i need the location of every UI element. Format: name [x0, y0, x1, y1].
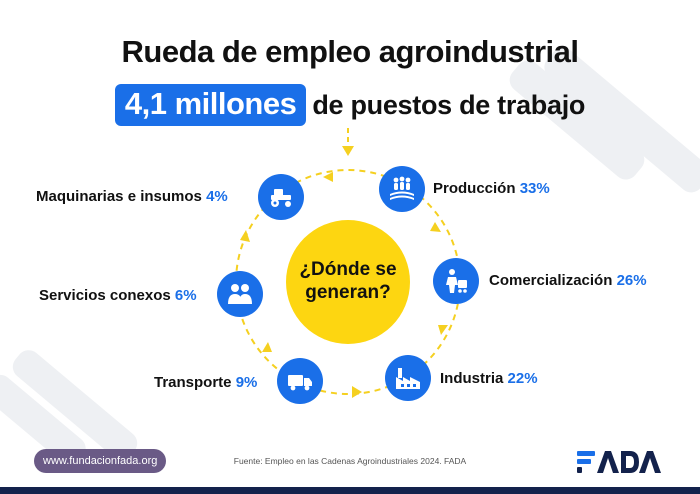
ring-arrow [240, 230, 250, 242]
center-question: ¿Dónde se generan? [286, 220, 410, 344]
page-title: Rueda de empleo agroindustrial [121, 34, 579, 69]
subtitle: 4,1 millones de puestos de trabajo [0, 84, 700, 126]
ring-arrow [323, 172, 333, 182]
bottom-bar [0, 487, 700, 494]
sector-label-servicios: Servicios conexos 6% [39, 287, 197, 304]
sector-label-industria: Industria 22% [440, 370, 538, 387]
tractor-icon [258, 174, 304, 220]
sector-label-comercializacion: Comercialización 26% [489, 272, 647, 289]
subtitle-highlight: 4,1 millones [114, 84, 307, 126]
farmers-field-icon [379, 166, 425, 212]
sector-label-maquinarias: Maquinarias e insumos 4% [36, 188, 228, 205]
people-icon [217, 271, 263, 317]
fada-logo [577, 451, 661, 473]
truck-icon [277, 358, 323, 404]
center-line-1: ¿Dónde se [299, 259, 397, 281]
ring-arrow [438, 325, 448, 335]
subtitle-rest: de puestos de trabajo [312, 89, 586, 120]
worker-cart-icon [433, 258, 479, 304]
center-line-2: generan? [305, 282, 391, 303]
sector-label-transporte: Transporte 9% [154, 374, 258, 391]
ring-arrow [262, 342, 272, 352]
sector-label-produccion: Producción 33% [433, 180, 550, 197]
factory-icon [385, 355, 431, 401]
ring-arrow [352, 386, 362, 398]
source-note: Fuente: Empleo en las Cadenas Agroindust… [233, 456, 467, 466]
website-link[interactable]: www.fundacionfada.org [34, 449, 167, 473]
ring-arrow [430, 222, 441, 232]
